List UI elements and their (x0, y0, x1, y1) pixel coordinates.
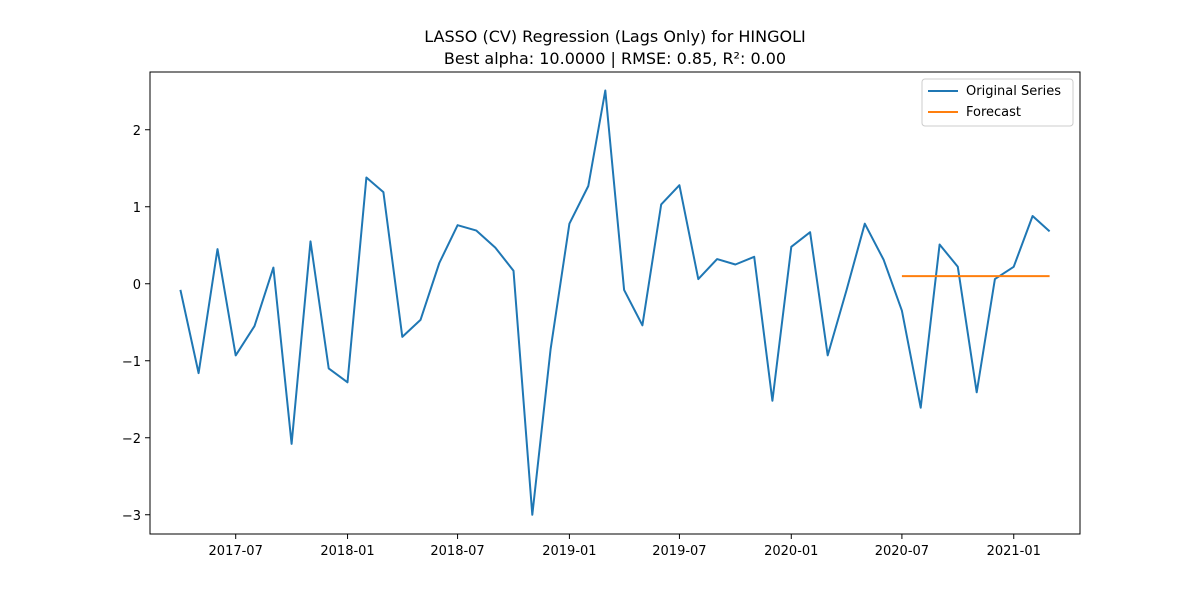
legend-label-forecast: Forecast (966, 105, 1021, 120)
legend-label-original-series: Original Series (966, 84, 1061, 99)
y-tick-label: −3 (122, 509, 141, 524)
x-tick-label: 2018-07 (430, 544, 484, 559)
x-tick-label: 2017-07 (209, 544, 263, 559)
y-tick-label: 1 (133, 201, 141, 216)
x-tick-label: 2019-07 (652, 544, 706, 559)
series-line-original-series (179, 89, 1051, 516)
x-tick-label: 2019-01 (542, 544, 596, 559)
series-layer (179, 89, 1051, 516)
x-tick-label: 2020-07 (875, 544, 929, 559)
x-tick-label: 2020-01 (764, 544, 818, 559)
legend: Original Series Forecast (921, 78, 1074, 127)
x-axis: 2017-07 2018-01 2018-07 2019-01 2019-07 2020-… (209, 534, 1041, 559)
y-tick-label: −1 (122, 355, 141, 370)
y-axis: 2 1 0 −1 −2 −3 (122, 124, 150, 524)
y-tick-label: 2 (133, 124, 141, 139)
y-tick-label: 0 (133, 278, 141, 293)
chart-subtitle: Best alpha: 10.0000 | RMSE: 0.85, R²: 0.… (444, 49, 786, 68)
legend-box (921, 78, 1074, 127)
y-tick-label: −2 (122, 432, 141, 447)
x-tick-label: 2018-01 (320, 544, 374, 559)
x-tick-label: 2021-01 (987, 544, 1041, 559)
plot-area-frame (149, 71, 1081, 535)
chart-title: LASSO (CV) Regression (Lags Only) for HI… (424, 27, 805, 46)
